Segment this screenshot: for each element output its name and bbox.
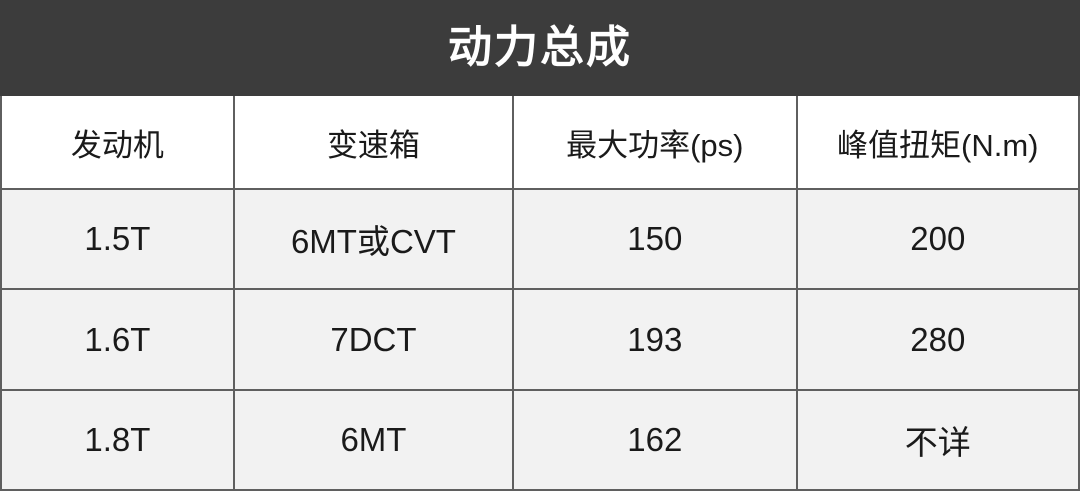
cell-peak-torque: 200 — [795, 188, 1080, 291]
cell-engine: 1.6T — [0, 288, 235, 391]
table-row: 1.6T 7DCT 193 280 — [0, 288, 1080, 391]
column-header-max-power: 最大功率(ps) — [512, 96, 798, 191]
cell-engine: 1.8T — [0, 388, 235, 491]
cell-gearbox: 6MT — [232, 388, 515, 491]
cell-max-power: 150 — [512, 188, 798, 291]
column-header-engine: 发动机 — [0, 96, 235, 191]
powertrain-table: 发动机 变速箱 最大功率(ps) 峰值扭矩(N.m) 1.5T 6MT或CVT … — [0, 96, 1080, 491]
cell-max-power: 162 — [512, 388, 798, 491]
page-title: 动力总成 — [448, 23, 632, 72]
cell-max-power: 193 — [512, 288, 798, 391]
cell-gearbox: 6MT或CVT — [232, 188, 515, 291]
title-bar: 动力总成 — [0, 0, 1080, 96]
table-row: 1.5T 6MT或CVT 150 200 — [0, 188, 1080, 291]
table-header-row: 发动机 变速箱 最大功率(ps) 峰值扭矩(N.m) — [0, 96, 1080, 191]
cell-peak-torque: 不详 — [795, 388, 1080, 491]
table-row: 1.8T 6MT 162 不详 — [0, 388, 1080, 491]
column-header-gearbox: 变速箱 — [232, 96, 515, 191]
cell-engine: 1.5T — [0, 188, 235, 291]
column-header-peak-torque: 峰值扭矩(N.m) — [795, 96, 1080, 191]
cell-gearbox: 7DCT — [232, 288, 515, 391]
cell-peak-torque: 280 — [795, 288, 1080, 391]
